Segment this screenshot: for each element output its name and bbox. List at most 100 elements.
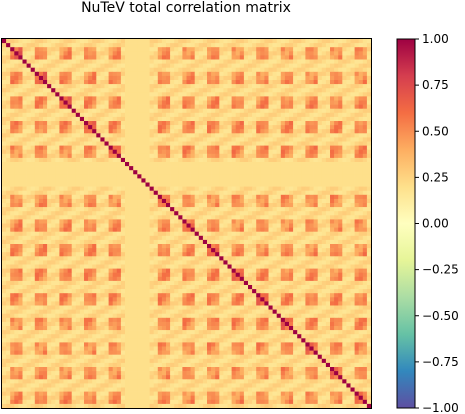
heatmap-cell (59, 231, 64, 237)
heatmap-cell (43, 170, 48, 175)
heatmap-cell (43, 157, 48, 163)
heatmap-cell (362, 162, 368, 167)
heatmap-cell (141, 157, 146, 163)
heatmap-cell (284, 231, 290, 237)
heatmap-cell (293, 145, 298, 151)
heatmap-cell (301, 47, 306, 52)
heatmap-cell (88, 186, 93, 192)
heatmap-cell (157, 112, 163, 118)
heatmap-cell (239, 157, 245, 163)
heatmap-cell (43, 182, 48, 187)
heatmap-cell (34, 227, 40, 233)
heatmap-cell (55, 244, 60, 249)
heatmap-cell (96, 129, 101, 134)
heatmap-cell (301, 170, 306, 175)
heatmap-cell (141, 59, 146, 64)
heatmap-cell (14, 51, 19, 56)
heatmap-cell (309, 100, 314, 105)
heatmap-cell (268, 252, 273, 257)
heatmap-cell (284, 80, 290, 85)
heatmap-cell (338, 116, 343, 122)
heatmap-cell (215, 231, 220, 237)
heatmap-cell (75, 166, 81, 171)
heatmap-cell (321, 116, 327, 122)
heatmap-cell (276, 256, 282, 261)
heatmap-cell (301, 248, 306, 253)
heatmap-cell (178, 227, 183, 233)
heatmap-cell (211, 244, 216, 249)
heatmap-cell (79, 51, 85, 56)
heatmap-cell (313, 84, 319, 89)
heatmap-cell (297, 182, 302, 187)
heatmap-cell (190, 47, 196, 52)
heatmap-cell (63, 80, 68, 85)
heatmap-cell (239, 239, 245, 245)
heatmap-cell (149, 256, 155, 261)
heatmap-cell (235, 100, 241, 105)
heatmap-cell (2, 252, 7, 257)
heatmap-cell (198, 170, 204, 175)
heatmap-cell (10, 153, 15, 159)
heatmap-cell (243, 219, 249, 224)
heatmap-cell (198, 174, 204, 179)
heatmap-cell (92, 174, 97, 179)
heatmap-cell (34, 137, 40, 142)
heatmap-cell (79, 244, 85, 249)
heatmap-cell (92, 215, 97, 220)
heatmap-cell (330, 244, 335, 249)
heatmap-cell (182, 215, 187, 220)
heatmap-cell (47, 256, 52, 261)
heatmap-cell (71, 145, 77, 151)
heatmap-cell (231, 141, 237, 146)
heatmap-cell (354, 80, 360, 85)
heatmap-cell (10, 170, 15, 175)
heatmap-cell (63, 157, 68, 163)
heatmap-cell (186, 252, 191, 257)
heatmap-cell (157, 256, 163, 261)
heatmap-cell (354, 63, 360, 69)
heatmap-cell (161, 125, 167, 130)
heatmap-cell (325, 260, 331, 265)
heatmap-cell (272, 186, 278, 192)
heatmap-cell (145, 67, 150, 73)
heatmap-cell (330, 84, 335, 89)
heatmap-cell (276, 248, 282, 253)
heatmap-cell (88, 149, 93, 155)
heatmap-cell (338, 55, 343, 60)
heatmap-cell (293, 125, 298, 130)
heatmap-cell (366, 100, 372, 105)
heatmap-cell (284, 182, 290, 187)
heatmap-cell (338, 239, 343, 245)
heatmap-cell (75, 256, 81, 261)
heatmap-cell (362, 104, 368, 110)
heatmap-cell (350, 96, 355, 101)
heatmap-cell (276, 194, 282, 200)
heatmap-cell (194, 121, 200, 126)
heatmap-cell (284, 186, 290, 192)
heatmap-cell (10, 244, 15, 249)
heatmap-cell (166, 67, 171, 73)
heatmap-cell (272, 96, 278, 101)
heatmap-cell (157, 244, 163, 249)
heatmap-cell (92, 170, 97, 175)
heatmap-cell (166, 182, 171, 187)
heatmap-cell (342, 84, 347, 89)
heatmap-cell (317, 129, 323, 134)
heatmap-cell (243, 112, 249, 118)
heatmap-cell (227, 223, 232, 228)
heatmap-cell (358, 256, 364, 261)
heatmap-cell (190, 67, 196, 73)
heatmap-cell (129, 84, 134, 89)
heatmap-cell (321, 141, 327, 146)
heatmap-cell (133, 256, 138, 261)
heatmap-cell (342, 215, 347, 220)
heatmap-cell (38, 170, 44, 175)
heatmap-cell (190, 121, 196, 126)
heatmap-cell (289, 252, 294, 257)
heatmap-cell (309, 260, 314, 265)
heatmap-cell (194, 141, 200, 146)
heatmap-cell (309, 166, 314, 171)
heatmap-cell (55, 133, 60, 138)
heatmap-cell (317, 51, 323, 56)
heatmap-cell (149, 145, 155, 151)
